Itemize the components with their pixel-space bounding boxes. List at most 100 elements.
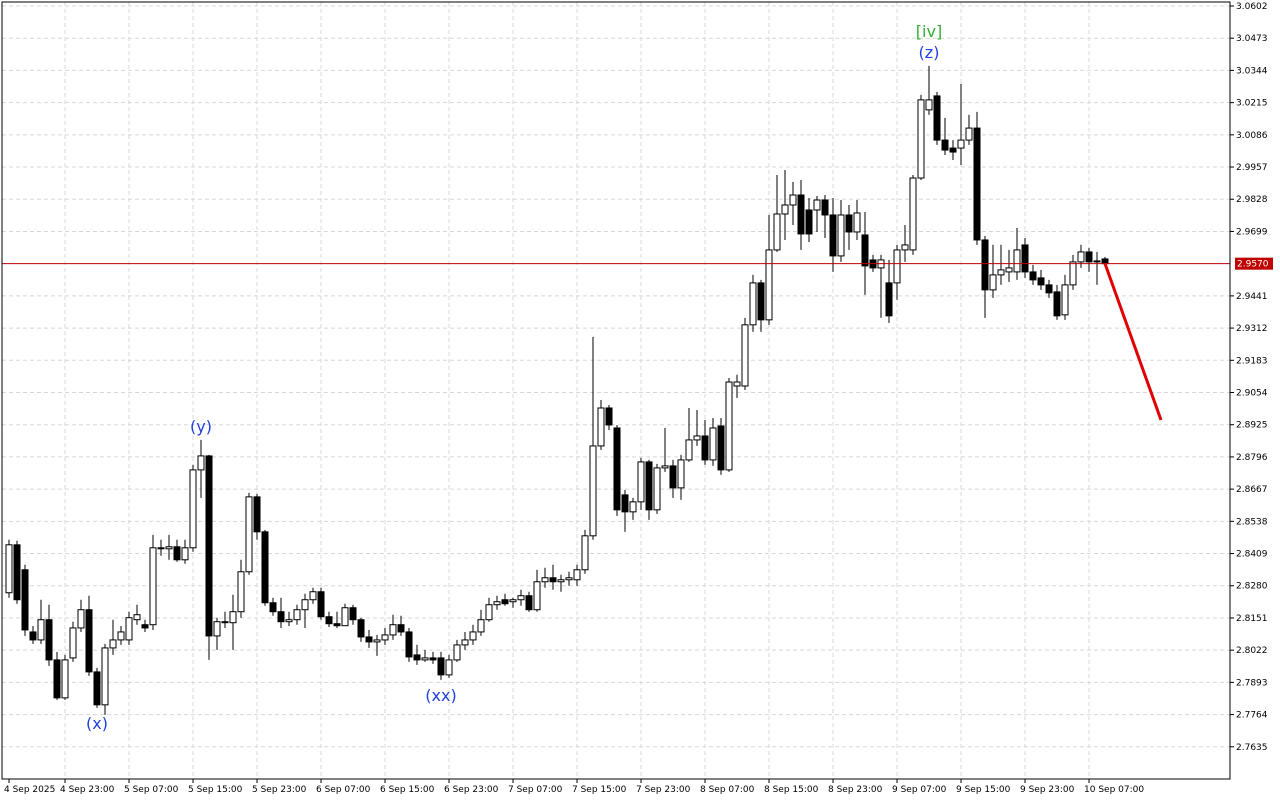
candle-body (605, 407, 613, 426)
plot-border (1, 1, 1231, 780)
y-tick-label: 2.8925 (1236, 421, 1268, 431)
candle-body (821, 199, 829, 216)
y-tick-label: 3.0602 (1236, 2, 1268, 12)
candle-body (861, 234, 869, 267)
x-tick-label: 5 Sep 23:00 (252, 785, 307, 795)
x-tick-label: 8 Sep 15:00 (764, 785, 819, 795)
candle-body (909, 177, 917, 251)
candle-body (789, 194, 797, 206)
candle-body (949, 147, 957, 153)
candle-body (69, 627, 77, 659)
y-tick-label: 3.0215 (1236, 99, 1268, 109)
candle-body (229, 611, 237, 624)
y-tick-label: 2.8022 (1236, 646, 1268, 656)
candle-body (445, 659, 453, 676)
candle-body (749, 282, 757, 326)
candle-body (613, 427, 621, 511)
candle-body (709, 427, 717, 461)
candle-body (773, 213, 781, 251)
candle-body (781, 204, 789, 215)
candle-body (205, 455, 213, 637)
y-tick-label: 2.7764 (1236, 711, 1268, 721)
candle-body (717, 425, 725, 471)
candle-body (645, 461, 653, 511)
x-tick-label: 9 Sep 23:00 (1020, 785, 1075, 795)
candle-body (813, 199, 821, 211)
candle-body (1077, 251, 1085, 263)
candle-body (573, 569, 581, 581)
candle-body (469, 631, 477, 641)
y-tick-label: 2.9828 (1236, 195, 1268, 205)
candle-body (973, 127, 981, 241)
candle-body (53, 659, 61, 699)
candle-body (765, 249, 773, 321)
candle-body (805, 209, 813, 235)
candle-body (317, 591, 325, 618)
forecast-line (1103, 263, 1163, 421)
candle-body (917, 99, 925, 179)
candle-body (1093, 260, 1101, 263)
x-tick-label: 9 Sep 15:00 (956, 785, 1011, 795)
candle-body (381, 634, 389, 641)
wave-label: (x) (86, 714, 108, 733)
candle-body (213, 621, 221, 637)
candle-body (501, 599, 509, 605)
x-tick-label: 7 Sep 15:00 (572, 785, 627, 795)
candle-body (61, 659, 69, 699)
candle-body (533, 581, 541, 611)
y-tick-label: 2.9957 (1236, 163, 1268, 173)
candle-body (597, 407, 605, 447)
candle-body (77, 609, 85, 629)
y-tick-label: 2.8667 (1236, 485, 1268, 495)
candle-body (109, 639, 117, 649)
candle-body (589, 445, 597, 537)
x-tick-label: 5 Sep 15:00 (188, 785, 243, 795)
candle-body (93, 671, 101, 706)
candle-body (541, 577, 549, 583)
candle-body (485, 604, 493, 621)
y-tick-label: 2.9699 (1236, 227, 1268, 237)
candle-body (333, 623, 341, 627)
candle-body (741, 324, 749, 387)
candle-body (853, 212, 861, 233)
candle-body (389, 624, 397, 636)
y-tick-label: 2.8538 (1236, 517, 1268, 527)
candle-body (165, 546, 173, 550)
candle-body (1029, 271, 1037, 281)
candle-body (405, 631, 413, 658)
wave-label: (z) (919, 43, 940, 62)
y-tick-label: 2.8280 (1236, 582, 1268, 592)
candle-body (669, 465, 677, 489)
x-tick-label: 4 Sep 2025 (4, 785, 55, 795)
candle-body (957, 139, 965, 149)
candle-body (701, 435, 709, 461)
y-tick-label: 2.9441 (1236, 292, 1268, 302)
candle-body (1069, 261, 1077, 286)
candle-body (1101, 258, 1109, 265)
candle-body (933, 95, 941, 141)
candle-body (477, 619, 485, 633)
candle-body (1045, 284, 1053, 294)
candle-body (693, 435, 701, 441)
y-tick-label: 3.0086 (1236, 131, 1268, 141)
candle-body (893, 249, 901, 284)
candle-body (293, 609, 301, 621)
x-tick-label: 4 Sep 23:00 (60, 785, 115, 795)
candle-body (117, 631, 125, 641)
candle-body (685, 439, 693, 461)
candle-body (221, 621, 229, 624)
y-tick-label: 2.8409 (1236, 550, 1268, 560)
candle-body (581, 535, 589, 571)
candle-body (45, 619, 53, 661)
candle-body (453, 644, 461, 661)
y-tick-label: 2.8796 (1236, 453, 1268, 463)
candle-body (21, 569, 29, 631)
candle-body (509, 599, 517, 603)
wave-label: (y) (190, 417, 212, 436)
y-tick-label: 2.8151 (1236, 614, 1268, 624)
candle-body (253, 496, 261, 533)
candle-body (269, 602, 277, 613)
candle-body (325, 616, 333, 625)
candle-body (981, 239, 989, 291)
marks (2, 65, 1230, 715)
